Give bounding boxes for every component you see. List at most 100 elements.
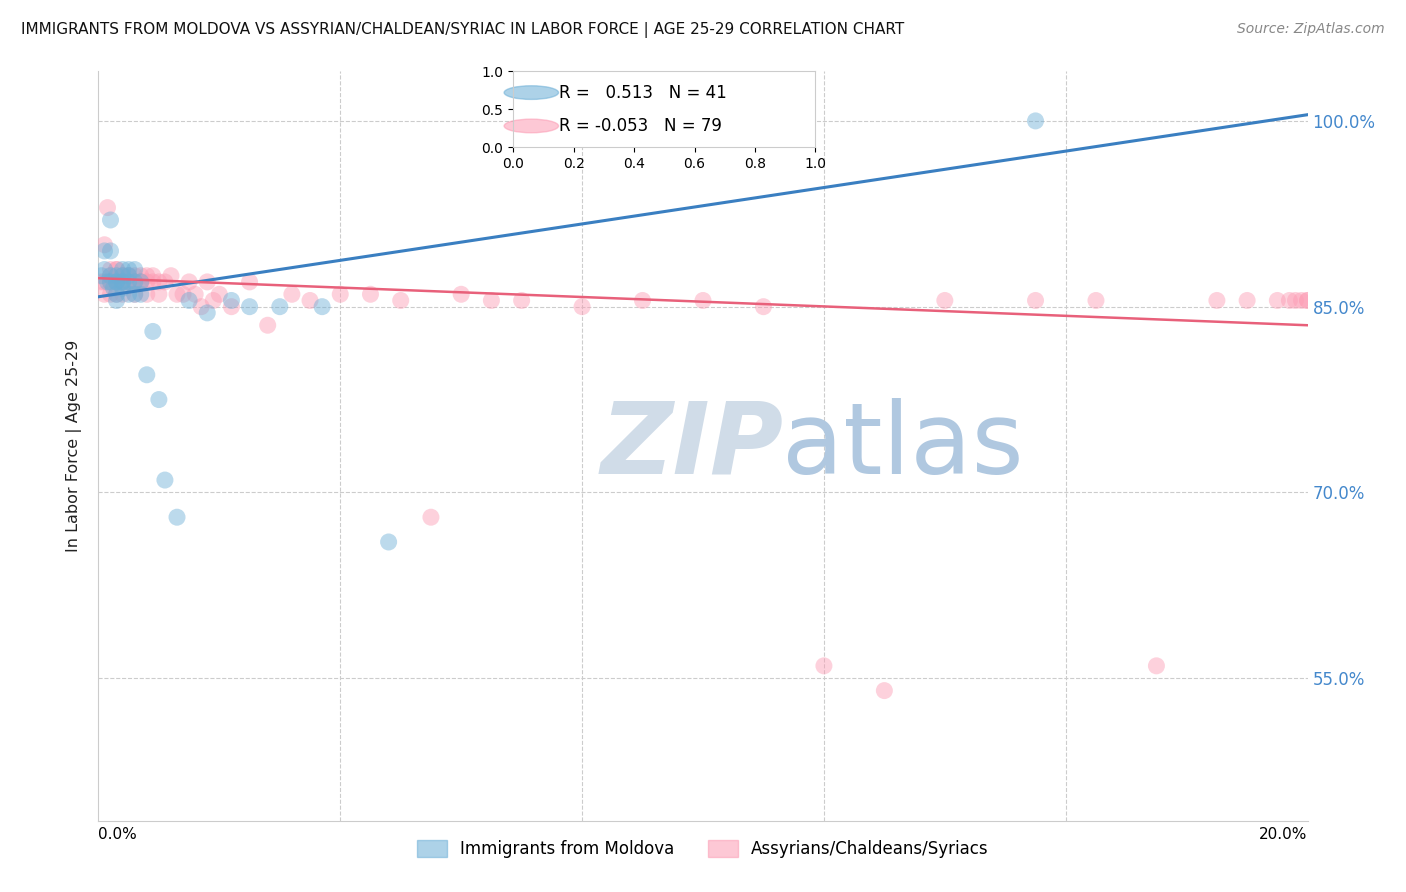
Point [1024,114,1046,128]
Point [118,268,141,283]
Point [329,287,352,301]
Point [100,268,122,283]
Circle shape [505,120,558,133]
Point [195,275,218,289]
Text: 20.0%: 20.0% [1260,827,1308,842]
Point [100,275,122,289]
Point [100,275,122,289]
Point [631,293,654,308]
Point [100,244,122,258]
Point [360,287,382,301]
Point [179,293,201,308]
Point [692,293,714,308]
Text: 0.0%: 0.0% [98,827,138,842]
Point [103,281,125,295]
Point [195,306,218,320]
Point [510,293,533,308]
Point [135,368,157,382]
Point [111,275,134,289]
Point [118,275,141,289]
Point [129,268,152,283]
Point [153,473,176,487]
Point [124,275,146,289]
Point [256,318,278,333]
Point [111,275,134,289]
Point [1278,293,1301,308]
Point [118,262,141,277]
Point [111,275,134,289]
Point [571,300,593,314]
Point [93,287,115,301]
Point [752,300,775,314]
Point [124,287,146,301]
Point [184,287,207,301]
Point [93,237,115,252]
Point [813,658,835,673]
Point [239,275,262,289]
Point [148,392,170,407]
Point [124,268,146,283]
Point [1236,293,1258,308]
Point [93,244,115,258]
Point [1144,658,1167,673]
Point [148,275,170,289]
Point [377,535,399,549]
Point [172,287,194,301]
Point [1024,293,1046,308]
Point [221,300,243,314]
Point [129,275,152,289]
Point [105,275,128,289]
Point [105,275,128,289]
Point [129,275,152,289]
Point [1291,293,1313,308]
Point [142,268,165,283]
Point [450,287,472,301]
Point [105,268,128,283]
Point [100,287,122,301]
Point [90,275,112,289]
Point [129,275,152,289]
Point [269,300,291,314]
Point [208,287,231,301]
Text: R =   0.513   N = 41: R = 0.513 N = 41 [558,84,727,102]
Point [135,268,157,283]
Point [118,275,141,289]
Point [100,213,122,227]
Text: Source: ZipAtlas.com: Source: ZipAtlas.com [1237,22,1385,37]
Point [166,510,188,524]
Point [111,281,134,295]
Point [221,293,243,308]
Point [299,293,322,308]
Point [1296,293,1319,308]
Point [118,268,141,283]
Point [481,293,503,308]
Point [311,300,333,314]
Point [124,262,146,277]
Point [142,325,165,339]
Point [90,268,112,283]
Point [105,275,128,289]
Point [105,287,128,301]
Point [142,275,165,289]
Point [93,262,115,277]
Point [148,287,170,301]
Point [1267,293,1289,308]
Point [160,268,183,283]
Point [111,287,134,301]
Point [1085,293,1108,308]
Point [105,262,128,277]
Point [179,275,201,289]
Point [105,262,128,277]
Point [166,287,188,301]
Text: atlas: atlas [782,398,1024,494]
Point [96,201,118,215]
Point [105,293,128,308]
Point [111,262,134,277]
Point [111,268,134,283]
Point [873,683,896,698]
Point [96,275,118,289]
Point [124,275,146,289]
Point [111,268,134,283]
Point [124,287,146,301]
Point [389,293,412,308]
